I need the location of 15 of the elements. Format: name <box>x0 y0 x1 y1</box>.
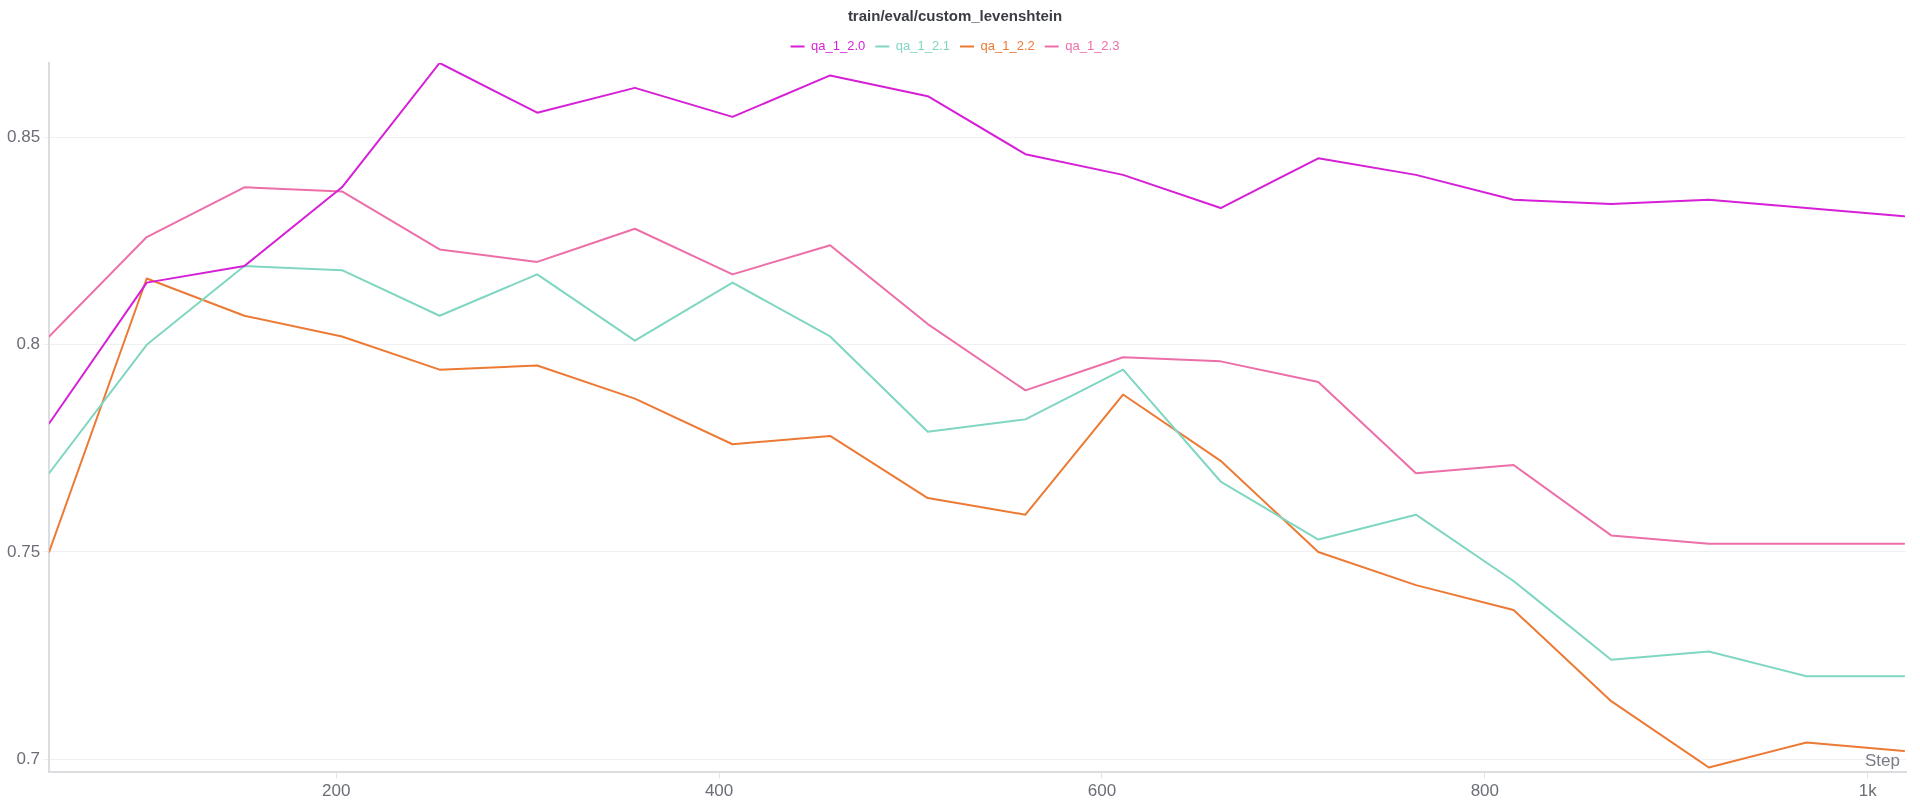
legend-label: qa_1_2.0 <box>811 38 866 54</box>
x-tick-label: 600 <box>1087 781 1117 801</box>
legend-label: qa_1_2.3 <box>1065 38 1120 54</box>
x-tick-label: 200 <box>322 781 351 801</box>
chart-title: train/eval/custom_levenshtein <box>847 7 1063 25</box>
y-tick-label: 0.85 <box>6 127 41 147</box>
x-axis-title: Step <box>1865 750 1900 770</box>
y-tick-label: 0.7 <box>16 748 41 768</box>
legend-label: qa_1_2.2 <box>980 38 1035 54</box>
legend-label: qa_1_2.1 <box>895 38 951 54</box>
y-tick-label: 0.8 <box>16 334 41 354</box>
y-tick-label: 0.75 <box>6 541 41 561</box>
x-tick-label: 800 <box>1470 781 1500 801</box>
x-tick-label: 1k <box>1858 781 1878 801</box>
x-tick-label: 400 <box>704 781 734 801</box>
